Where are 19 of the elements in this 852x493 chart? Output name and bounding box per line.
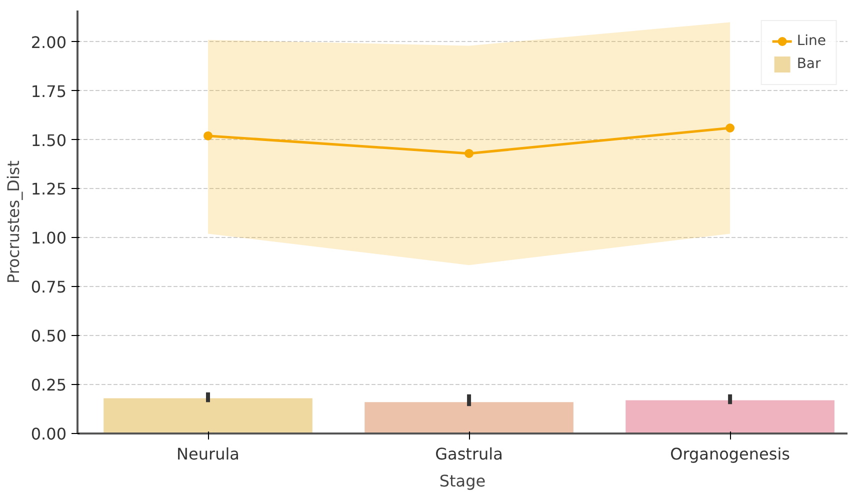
y-tick-label: 1.50 <box>30 130 66 150</box>
y-tick-label: 2.00 <box>30 32 66 52</box>
x-tick-label: Gastrula <box>435 444 503 464</box>
point <box>726 124 735 132</box>
x-tick-label: Neurula <box>176 444 240 464</box>
x-axis-title: Stage <box>439 472 486 490</box>
legend-label: Bar <box>796 56 821 72</box>
point <box>464 148 474 158</box>
y-tick-label: 0.00 <box>30 424 66 444</box>
y-tick-label: 1.75 <box>30 82 66 101</box>
y-tick-label: 0.50 <box>30 326 66 346</box>
y-tick-label: 0.75 <box>30 278 66 297</box>
legend-label: Line <box>796 33 826 49</box>
y-tick-label: 1.00 <box>30 228 66 248</box>
y-tick-label: 1.25 <box>30 180 66 199</box>
y-axis-title: Procrustes_Dist <box>4 160 23 284</box>
x-tick-label: Organogenesis <box>670 444 790 464</box>
point <box>204 131 213 140</box>
y-tick-label: 0.25 <box>30 376 66 395</box>
